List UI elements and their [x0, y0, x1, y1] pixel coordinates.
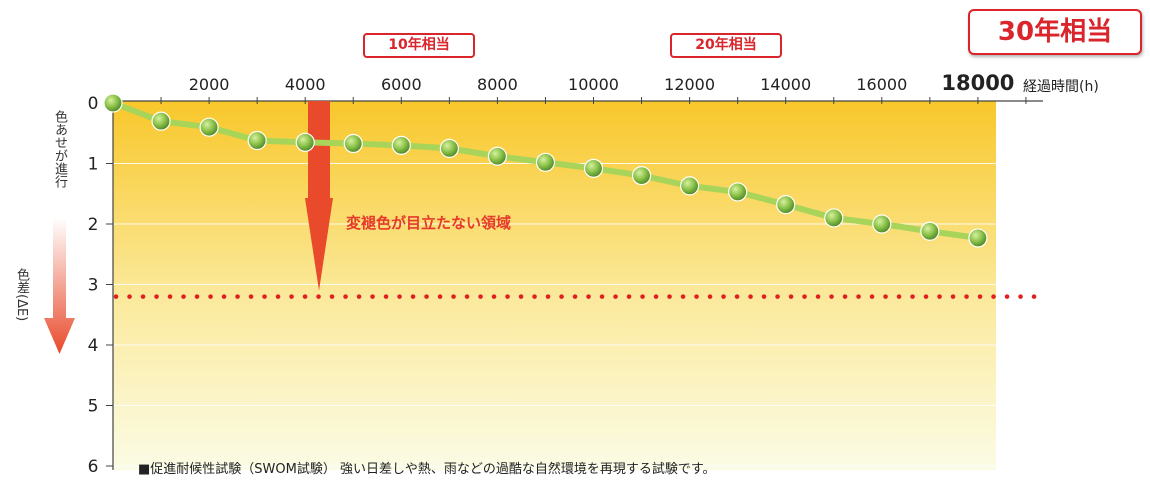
data-point: [535, 152, 556, 172]
data-point: [872, 214, 892, 234]
plot-background: [113, 101, 996, 470]
data-point: [920, 221, 940, 241]
x-tick-label: 10000: [568, 75, 619, 94]
x-tick-label: 18000: [941, 71, 1014, 95]
data-point: [151, 111, 171, 131]
data-point: [728, 182, 748, 202]
x-axis-label: 経過時間(h): [1023, 79, 1099, 95]
footnote: ■促進耐候性試験（SWOM試験） 強い日差しや熱、雨などの過酷な自然環境を再現す…: [138, 462, 716, 477]
data-point: [343, 133, 363, 154]
data-point: [247, 130, 267, 151]
axis-layer: 2000 4000 6000 8000 10000 12000 14000 16000 1800…: [88, 71, 1099, 477]
data-point: [487, 146, 507, 166]
y-tick-label: 5: [88, 397, 99, 417]
marker-10-years: 10年相当: [363, 33, 475, 58]
y-tick-label: 4: [88, 336, 99, 356]
y-tick-label: 6: [88, 457, 99, 477]
y-tick-label: 0: [88, 94, 99, 114]
marker-30-years: 30年相当: [968, 9, 1142, 55]
y-tick-label: 2: [88, 215, 99, 235]
data-point: [391, 135, 411, 155]
side-arrow-layer: [44, 218, 75, 354]
x-tick-label: 16000: [856, 75, 907, 94]
x-tick-label: 6000: [381, 75, 422, 94]
marker-20-years: 20年相当: [670, 33, 782, 58]
y-tick-label: 3: [88, 276, 99, 296]
x-tick-label: 4000: [285, 75, 326, 94]
grid-layer: [113, 163, 996, 467]
data-point: [583, 158, 604, 178]
data-point: [295, 132, 315, 152]
y-direction-label: 色あせが進行: [52, 110, 67, 188]
data-point: [679, 176, 700, 196]
x-tick-label: 2000: [189, 75, 230, 94]
y-tick-label: 1: [88, 155, 99, 175]
data-point: [968, 228, 988, 248]
data-point: [439, 138, 459, 158]
x-tick-label: 14000: [760, 75, 811, 94]
data-point: [103, 93, 123, 113]
trend-arrow: [44, 218, 75, 354]
data-point: [199, 117, 219, 137]
data-point: [631, 166, 652, 186]
data-point: [824, 208, 844, 228]
series-layer: [103, 93, 988, 248]
x-tick-label: 12000: [664, 75, 715, 94]
x-tick-label: 8000: [477, 75, 518, 94]
data-point: [776, 195, 796, 215]
y-axis-label: 色差(ΔE): [14, 268, 29, 322]
threshold-zone-label: 変褪色が目立たない領域: [346, 214, 512, 232]
